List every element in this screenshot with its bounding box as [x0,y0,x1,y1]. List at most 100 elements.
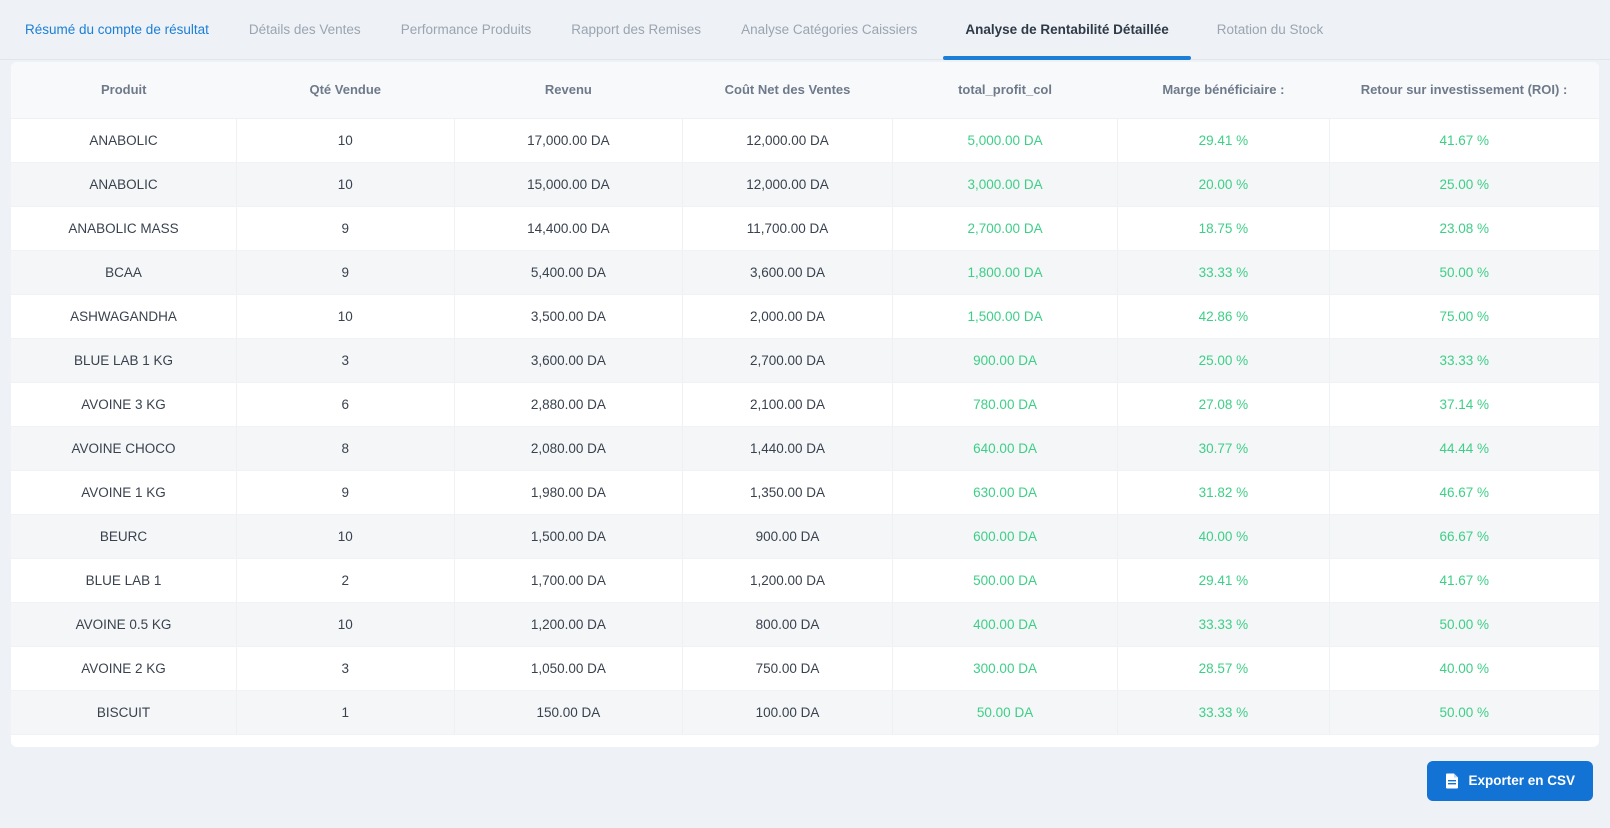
total-profit-cell: 50.00 DA [892,690,1119,735]
revenue-cell: 2,080.00 DA [454,426,684,471]
tab-rapport-des-remises[interactable]: Rapport des Remises [557,0,715,59]
total-profit-cell: 300.00 DA [892,646,1119,691]
total-profit-cell: 500.00 DA [892,558,1119,603]
net-cost-cell: 2,700.00 DA [682,338,893,383]
roi-cell: 33.33 % [1329,338,1599,383]
roi-cell: 41.67 % [1329,118,1599,163]
product-cell: AVOINE 2 KG [11,646,237,691]
roi-cell: 75.00 % [1329,294,1599,339]
column-header-roi: Retour sur investissement (ROI) : [1329,62,1599,119]
net-cost-cell: 3,600.00 DA [682,250,893,295]
tab-bar: Résumé du compte de résultat Détails des… [0,0,1610,60]
table-row: BLUE LAB 1 KG 3 3,600.00 DA 2,700.00 DA 900.… [11,338,1599,383]
table-row: BCAA 9 5,400.00 DA 3,600.00 DA 1,800.00 DA 33… [11,250,1599,295]
qty-sold-cell: 8 [236,426,455,471]
net-cost-cell: 100.00 DA [682,690,893,735]
profitability-table-card: Produit Qté Vendue Revenu Coût Net des Vent… [11,62,1599,747]
net-cost-cell: 1,200.00 DA [682,558,893,603]
total-profit-cell: 5,000.00 DA [892,118,1119,163]
roi-cell: 23.08 % [1329,206,1599,251]
margin-cell: 18.75 % [1117,206,1330,251]
table-header-row: Produit Qté Vendue Revenu Coût Net des Vent… [11,62,1599,119]
net-cost-cell: 1,440.00 DA [682,426,893,471]
roi-cell: 46.67 % [1329,470,1599,515]
net-cost-cell: 750.00 DA [682,646,893,691]
qty-sold-cell: 10 [236,602,455,647]
table-row: AVOINE 0.5 KG 10 1,200.00 DA 800.00 DA 400.0… [11,602,1599,647]
table-row: ANABOLIC 10 17,000.00 DA 12,000.00 DA 5,000.… [11,118,1599,163]
revenue-cell: 3,500.00 DA [454,294,684,339]
export-csv-label: Exporter en CSV [1468,773,1575,788]
product-cell: ASHWAGANDHA [11,294,237,339]
product-cell: ANABOLIC [11,162,237,207]
column-header-revenue: Revenu [454,62,683,119]
revenue-cell: 3,600.00 DA [454,338,684,383]
net-cost-cell: 11,700.00 DA [682,206,893,251]
export-csv-button[interactable]: Exporter en CSV [1427,760,1593,801]
roi-cell: 50.00 % [1329,602,1599,647]
qty-sold-cell: 9 [236,206,455,251]
product-cell: AVOINE 1 KG [11,470,237,515]
total-profit-cell: 780.00 DA [892,382,1119,427]
tab-label: Rotation du Stock [1216,22,1324,37]
total-profit-cell: 630.00 DA [892,470,1119,515]
table-row: BEURC 10 1,500.00 DA 900.00 DA 600.00 DA 40.0… [11,514,1599,559]
net-cost-cell: 12,000.00 DA [682,162,893,207]
tab-details-des-ventes[interactable]: Détails des Ventes [235,0,375,59]
table-row: BLUE LAB 1 2 1,700.00 DA 1,200.00 DA 500.00 … [11,558,1599,603]
table-row: ASHWAGANDHA 10 3,500.00 DA 2,000.00 DA 1,500… [11,294,1599,339]
tab-analyse-de-rentabilite-detaillee[interactable]: Analyse de Rentabilité Détaillée [943,0,1192,60]
margin-cell: 31.82 % [1117,470,1330,515]
product-cell: BISCUIT [11,690,237,735]
total-profit-cell: 2,700.00 DA [892,206,1119,251]
total-profit-cell: 900.00 DA [892,338,1119,383]
tab-analyse-categories-caissiers[interactable]: Analyse Catégories Caissiers [727,0,931,59]
revenue-cell: 15,000.00 DA [454,162,684,207]
revenue-cell: 14,400.00 DA [454,206,684,251]
margin-cell: 30.77 % [1117,426,1330,471]
revenue-cell: 1,200.00 DA [454,602,684,647]
margin-cell: 33.33 % [1117,250,1330,295]
tab-resume-du-compte-de-resultat[interactable]: Résumé du compte de résultat [11,0,223,59]
net-cost-cell: 2,100.00 DA [682,382,893,427]
product-cell: ANABOLIC MASS [11,206,237,251]
roi-cell: 50.00 % [1329,690,1599,735]
revenue-cell: 1,700.00 DA [454,558,684,603]
roi-cell: 66.67 % [1329,514,1599,559]
margin-cell: 27.08 % [1117,382,1330,427]
qty-sold-cell: 10 [236,118,455,163]
roi-cell: 37.14 % [1329,382,1599,427]
qty-sold-cell: 10 [236,294,455,339]
column-header-total-profit: total_profit_col [892,62,1118,119]
table-row: AVOINE 1 KG 9 1,980.00 DA 1,350.00 DA 630.00… [11,470,1599,515]
qty-sold-cell: 1 [236,690,455,735]
tab-label: Détails des Ventes [248,22,361,37]
net-cost-cell: 2,000.00 DA [682,294,893,339]
roi-cell: 44.44 % [1329,426,1599,471]
tab-label: Rapport des Remises [571,22,702,37]
table-row: ANABOLIC 10 15,000.00 DA 12,000.00 DA 3,000.… [11,162,1599,207]
margin-cell: 33.33 % [1117,690,1330,735]
qty-sold-cell: 9 [236,250,455,295]
table-footer: Exporter en CSV [0,747,1610,801]
qty-sold-cell: 10 [236,162,455,207]
revenue-cell: 17,000.00 DA [454,118,684,163]
total-profit-cell: 1,800.00 DA [892,250,1119,295]
total-profit-cell: 3,000.00 DA [892,162,1119,207]
product-cell: BEURC [11,514,237,559]
product-cell: BLUE LAB 1 [11,558,237,603]
revenue-cell: 1,500.00 DA [454,514,684,559]
product-cell: AVOINE 0.5 KG [11,602,237,647]
revenue-cell: 150.00 DA [454,690,684,735]
qty-sold-cell: 9 [236,470,455,515]
tab-label: Résumé du compte de résultat [25,22,209,37]
tab-rotation-du-stock[interactable]: Rotation du Stock [1203,0,1338,59]
tab-label: Analyse de Rentabilité Détaillée [965,22,1169,37]
margin-cell: 40.00 % [1117,514,1330,559]
total-profit-cell: 640.00 DA [892,426,1119,471]
net-cost-cell: 900.00 DA [682,514,893,559]
qty-sold-cell: 10 [236,514,455,559]
product-cell: BLUE LAB 1 KG [11,338,237,383]
tab-performance-produits[interactable]: Performance Produits [387,0,546,59]
net-cost-cell: 12,000.00 DA [682,118,893,163]
